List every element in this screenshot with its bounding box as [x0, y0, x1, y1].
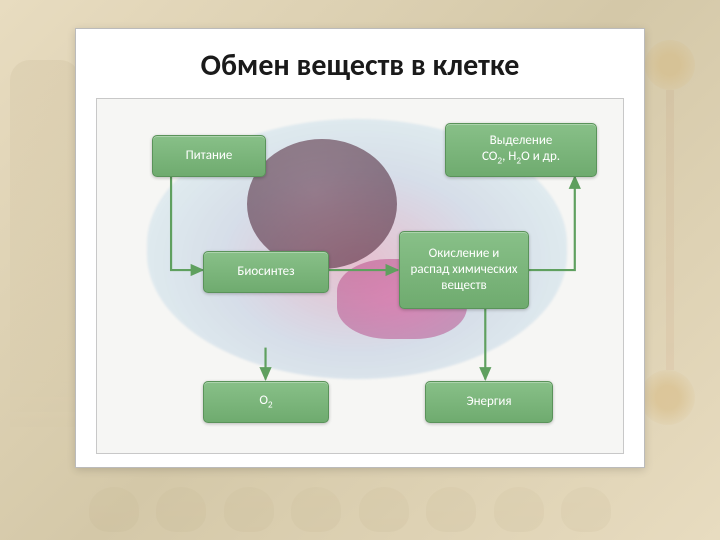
node-label: Энергия [466, 394, 511, 410]
node-oxidation: Окисление и распад химических веществ [399, 231, 529, 309]
content-card: Обмен веществ в клетке Питание [75, 28, 645, 468]
node-excretion: ВыделениеCO2, H2O и др. [445, 123, 597, 177]
node-nutrition: Питание [152, 135, 266, 177]
node-o2: O2 [203, 381, 329, 423]
neuron-graphic [640, 40, 700, 440]
cell-nucleus [247, 139, 397, 269]
skull-row [80, 487, 620, 532]
node-label: Окисление и распад химических веществ [408, 246, 520, 295]
node-label: Биосинтез [237, 264, 294, 280]
node-label: Питание [186, 148, 233, 164]
node-label: ВыделениеCO2, H2O и др. [482, 133, 560, 168]
metabolism-diagram: Питание ВыделениеCO2, H2O и др. Биосинте… [96, 98, 624, 454]
skeleton-graphic [10, 60, 80, 440]
slide-title: Обмен веществ в клетке [96, 47, 624, 84]
node-energy: Энергия [425, 381, 553, 423]
node-biosynthesis: Биосинтез [203, 251, 329, 293]
node-label: O2 [259, 393, 272, 411]
